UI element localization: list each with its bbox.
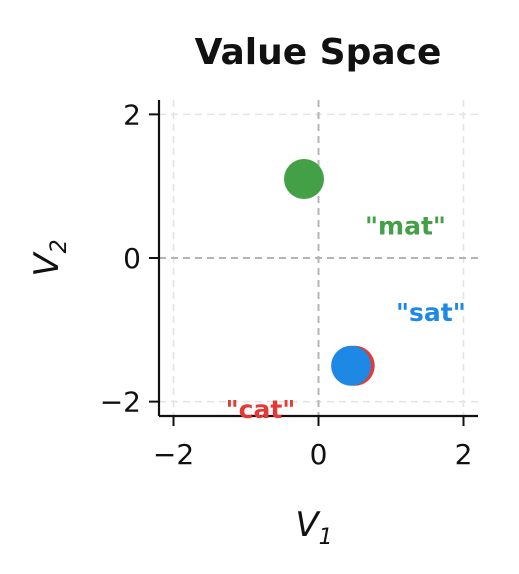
ticks: −2 0 2 −2 0 2 [100, 98, 473, 471]
x-axis-label: V1 [295, 505, 332, 550]
y-tick-label: 0 [123, 242, 141, 275]
data-points [284, 159, 375, 386]
zero-lines [159, 100, 478, 416]
label-mat: "mat" [365, 212, 446, 241]
chart-title: Value Space [195, 32, 442, 73]
point-mat [284, 159, 324, 199]
y-tick-label: −2 [100, 386, 141, 419]
y-axis-label: V2 [27, 239, 72, 276]
point-labels: "cat" "sat" "mat" [226, 212, 466, 424]
x-tick-label: −2 [153, 438, 194, 471]
x-tick-label: 2 [455, 438, 473, 471]
point-sat [331, 345, 372, 386]
label-sat: "sat" [396, 298, 466, 327]
x-tick-label: 0 [310, 438, 328, 471]
y-tick-label: 2 [123, 98, 141, 131]
label-cat: "cat" [226, 395, 296, 424]
